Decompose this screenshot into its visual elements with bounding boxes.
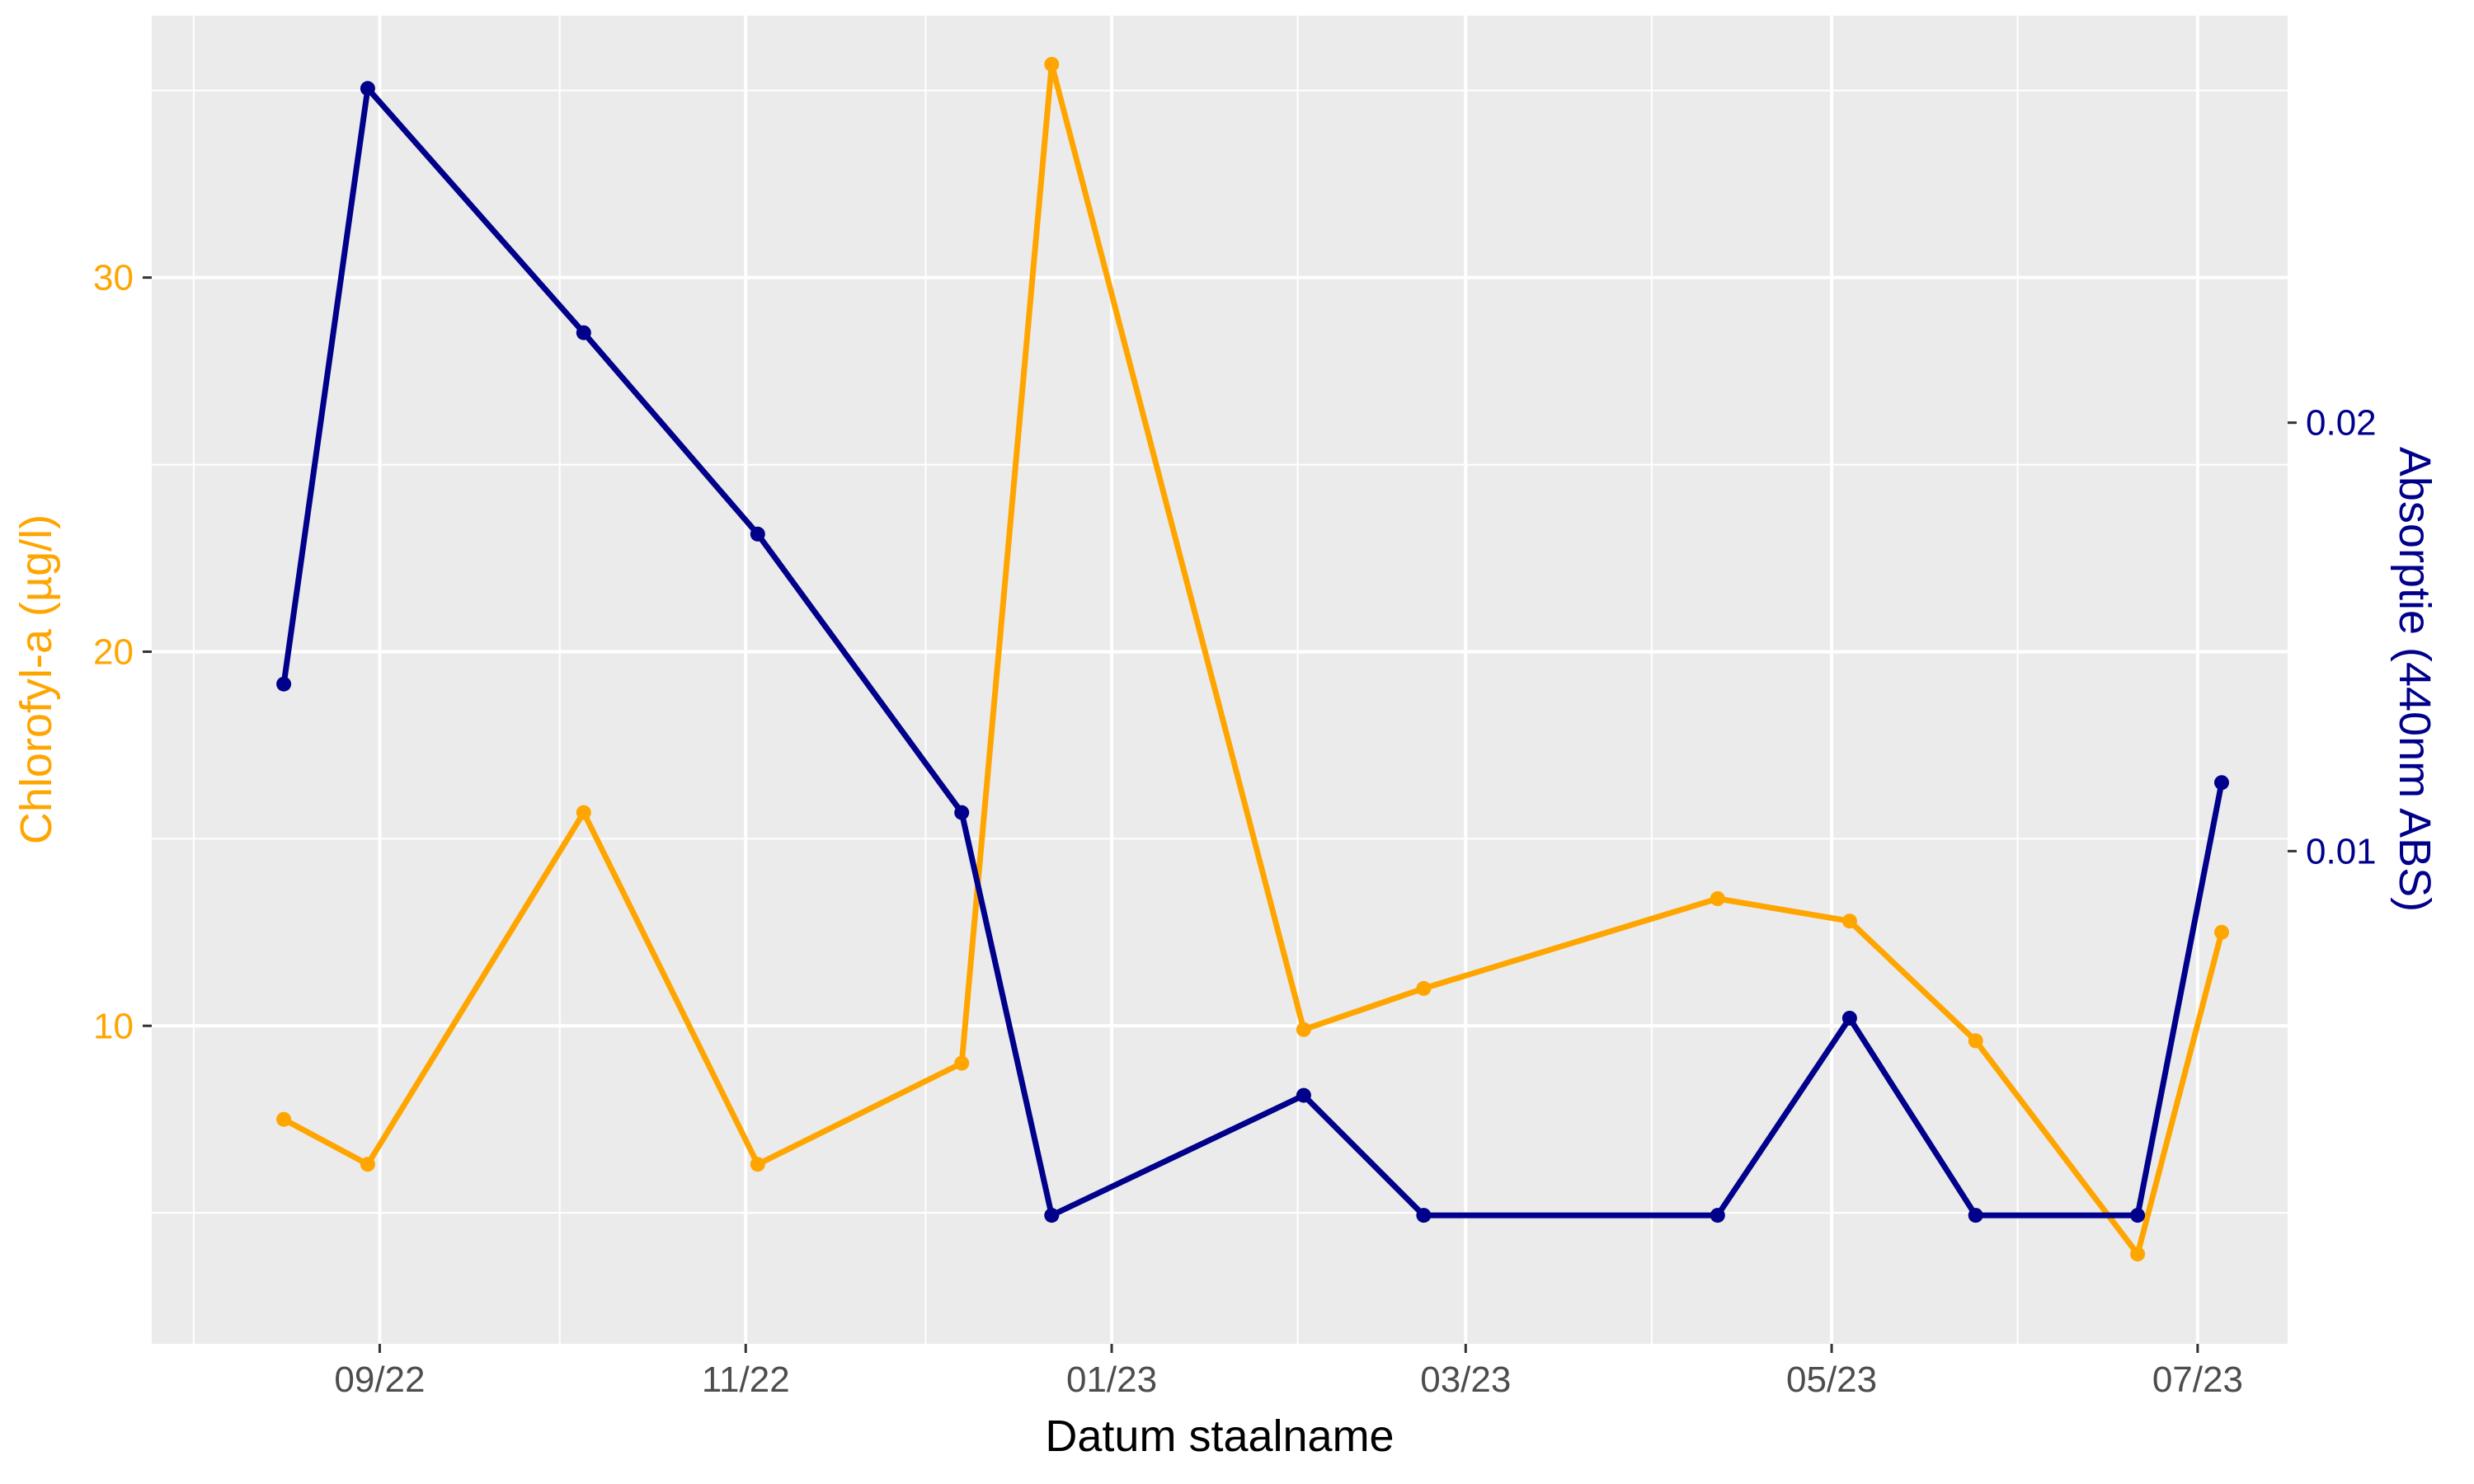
chlorofyl-point — [954, 1055, 970, 1071]
chlorofyl-point — [1710, 891, 1725, 906]
chlorofyl-point — [1968, 1033, 1983, 1049]
y-right-tick-label: 0.02 — [2306, 403, 2377, 444]
absorptie-point — [360, 81, 375, 96]
grid-layer — [152, 16, 2288, 1344]
absorptie-point — [1296, 1087, 1311, 1103]
absorptie-point — [1841, 1011, 1857, 1026]
chlorofyl-point — [2214, 924, 2229, 940]
absorptie-point — [1044, 1208, 1060, 1223]
x-tick-label: 01/23 — [1066, 1360, 1157, 1400]
absorptie-point — [1968, 1208, 1983, 1223]
absorptie-point — [1416, 1208, 1432, 1223]
chlorofyl-point — [1416, 980, 1432, 996]
chlorofyl-point — [1841, 913, 1857, 929]
x-tick-label: 07/23 — [2152, 1360, 2243, 1400]
x-axis-title: Datum staalname — [1045, 1411, 1394, 1461]
x-tick-label: 03/23 — [1420, 1360, 1511, 1400]
series-layer — [276, 57, 2229, 1262]
chlorofyl-point — [2130, 1247, 2146, 1262]
chlorofyl-point — [750, 1157, 765, 1172]
absorptie-point — [2130, 1208, 2146, 1223]
y-axis-title-right: Absorptie (440nm ABS) — [2390, 447, 2439, 912]
y-right-tick-label: 0.01 — [2306, 831, 2377, 871]
absorptie-point — [1710, 1208, 1725, 1223]
chlorofyl-point — [576, 805, 591, 820]
chlorofyl-point — [360, 1157, 375, 1172]
chlorofyl-point — [276, 1111, 292, 1127]
absorptie-point — [276, 676, 292, 692]
absorptie-point — [576, 325, 591, 340]
axis-layer: 09/22 11/22 01/23 03/23 05/23 07/23 10 20 30 0.01… — [93, 258, 2377, 1400]
y-left-tick-label: 20 — [93, 632, 134, 672]
x-tick-label: 05/23 — [1786, 1360, 1877, 1400]
absorptie-point — [750, 526, 765, 542]
y-left-tick-label: 30 — [93, 258, 134, 298]
plot-panel — [152, 16, 2288, 1344]
x-tick-label: 11/22 — [702, 1360, 790, 1400]
y-axis-title-left: Chlorofyl-a (µg/l) — [12, 514, 61, 844]
absorptie-point — [954, 805, 970, 820]
absorptie-point — [2214, 775, 2229, 791]
chlorofyl-point — [1296, 1021, 1311, 1037]
chlorofyl-point — [1044, 57, 1060, 72]
y-left-tick-label: 10 — [93, 1006, 134, 1046]
x-tick-label: 09/22 — [334, 1360, 425, 1400]
